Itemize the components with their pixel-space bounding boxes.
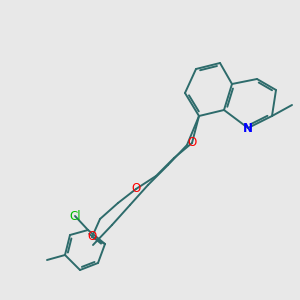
- Text: O: O: [87, 230, 97, 244]
- Text: O: O: [131, 182, 141, 196]
- Text: O: O: [188, 136, 196, 149]
- Text: N: N: [243, 122, 253, 134]
- Text: Cl: Cl: [69, 209, 81, 223]
